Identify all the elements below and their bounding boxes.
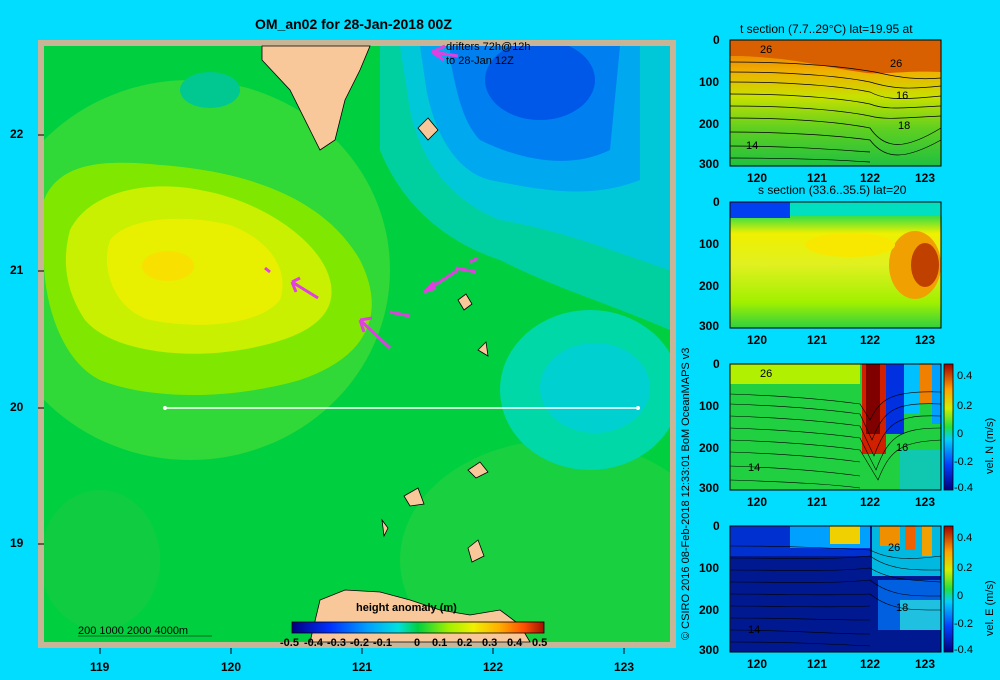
lon-tick: 123 [614, 660, 635, 674]
panel3-ytick: 0 [713, 357, 720, 371]
temperature-section [729, 39, 942, 167]
contour-label: 26 [760, 44, 773, 56]
panel1-xtick: 123 [915, 171, 936, 185]
contour-label: 16 [896, 90, 909, 102]
contour-label: 26 [888, 542, 901, 554]
vel-e-cbar-label: vel. E (m/s) [984, 580, 996, 636]
vel-n-cbar-tick: 0 [957, 428, 964, 440]
lon-tick: 119 [90, 660, 110, 674]
panel2-xtick: 120 [747, 333, 768, 347]
drifters-label-line2: to 28-Jan 12Z [446, 55, 514, 67]
panel1-xtick: 122 [860, 171, 881, 185]
panel3-ytick: 300 [699, 481, 720, 495]
panel2-ytick: 0 [713, 195, 720, 209]
panel1-ytick: 300 [699, 157, 720, 171]
velocity-north-section [729, 363, 954, 491]
panel4-xtick: 120 [747, 657, 768, 671]
contour-label: 18 [896, 602, 909, 614]
lon-tick: 122 [483, 660, 504, 674]
panel4-ytick: 200 [699, 603, 720, 617]
lon-tick: 121 [352, 660, 373, 674]
velocity-east-section [729, 525, 954, 653]
contour-label: 26 [890, 58, 903, 70]
map-ticks [38, 134, 625, 654]
panel3-xtick: 123 [915, 495, 936, 509]
panel-title-temperature: t section (7.7..29°C) lat=19.95 at [740, 22, 913, 36]
contour-label: 14 [748, 624, 761, 636]
panel3-xtick: 122 [860, 495, 881, 509]
panel2-xtick: 121 [807, 333, 828, 347]
colorbar-tick: 0 [414, 637, 421, 649]
colorbar-tick: 0.3 [482, 637, 498, 649]
contour-label: 14 [746, 140, 759, 152]
vel-n-cbar-tick: 0.4 [957, 370, 973, 382]
lat-tick: 20 [10, 400, 24, 414]
panel2-xtick: 122 [860, 333, 881, 347]
panel2-ytick: 300 [699, 319, 720, 333]
panel3-xtick: 120 [747, 495, 768, 509]
lat-tick: 19 [10, 536, 24, 550]
panel2-ytick: 200 [699, 279, 720, 293]
colorbar-tick: 0.2 [457, 637, 473, 649]
colorbar-tick: -0.1 [373, 637, 392, 649]
lat-tick: 22 [10, 127, 24, 141]
panel4-xtick: 122 [860, 657, 881, 671]
panel2-ytick: 100 [699, 237, 720, 251]
panel4-ytick: 300 [699, 643, 720, 657]
lon-tick: 120 [221, 660, 242, 674]
vel-n-cbar-tick: 0.2 [957, 400, 973, 412]
panel2-xtick: 123 [915, 333, 936, 347]
colorbar-tick: 0.4 [507, 637, 523, 649]
vel-e-cbar-tick: 0.4 [957, 532, 973, 544]
ssh-colorbar [291, 621, 545, 634]
panel4-xtick: 123 [915, 657, 936, 671]
colorbar-tick: -0.5 [280, 637, 299, 649]
salinity-section [729, 201, 942, 329]
vel-e-cbar-tick: 0.2 [957, 562, 973, 574]
ssh-field [44, 46, 670, 642]
vel-n-cbar-tick: -0.4 [954, 482, 973, 494]
credit-text: © CSIRO 2016 08-Feb-2018 12:33:01 BoM Oc… [680, 347, 692, 640]
panel3-ytick: 200 [699, 441, 720, 455]
map-title: OM_an02 for 28-Jan-2018 00Z [255, 16, 452, 32]
colorbar-tick: -0.3 [327, 637, 346, 649]
contour-label: 16 [896, 442, 909, 454]
vel-e-cbar-tick: -0.4 [954, 644, 973, 656]
vel-e-cbar-tick: 0 [957, 590, 964, 602]
panel1-xtick: 120 [747, 171, 768, 185]
depth-legend: 200 1000 2000 4000m [78, 625, 189, 637]
panel1-ytick: 0 [713, 33, 720, 47]
colorbar-title: height anomaly (m) [356, 602, 457, 614]
vel-n-cbar-label: vel. N (m/s) [984, 417, 996, 474]
colorbar-tick: 0.1 [432, 637, 448, 649]
vel-n-cbar-tick: -0.2 [954, 456, 973, 468]
land-taiwan [261, 45, 371, 151]
colorbar-tick: -0.4 [304, 637, 323, 649]
panel1-ytick: 100 [699, 75, 720, 89]
panel3-xtick: 121 [807, 495, 828, 509]
lat-tick: 21 [10, 263, 24, 277]
panel4-xtick: 121 [807, 657, 828, 671]
colorbar-tick: 0.5 [532, 637, 548, 649]
drifters-label-line1: drifters 72h@12h [446, 41, 531, 53]
drifter-tracks [264, 44, 479, 350]
contour-label: 26 [760, 368, 773, 380]
contour-label: 18 [898, 120, 911, 132]
panel1-ytick: 200 [699, 117, 720, 131]
colorbar-tick: -0.2 [350, 637, 369, 649]
panel3-ytick: 100 [699, 399, 720, 413]
vel-e-cbar-tick: -0.2 [954, 618, 973, 630]
panel4-ytick: 0 [713, 519, 720, 533]
panel4-ytick: 100 [699, 561, 720, 575]
panel1-xtick: 121 [807, 171, 828, 185]
contour-label: 14 [748, 462, 761, 474]
panel-title-salinity: s section (33.6..35.5) lat=20 [758, 183, 907, 197]
